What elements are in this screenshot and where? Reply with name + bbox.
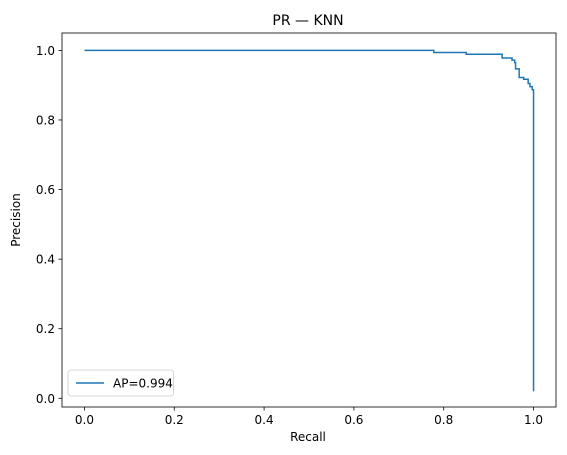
series-line-0	[84, 49, 535, 392]
x-axis-label: Recall	[290, 430, 326, 444]
chart-title: PR — KNN	[272, 13, 343, 29]
plot-area	[84, 49, 535, 392]
legend-box	[67, 369, 174, 397]
x-tick-label: 0.8	[434, 413, 453, 427]
y-tick-label: 0.4	[36, 253, 55, 267]
x-tick-label: 0.4	[255, 413, 274, 427]
axes-frame	[61, 32, 557, 408]
y-tick-label: 0.6	[36, 183, 55, 197]
axes: 0.0 0.2 0.4 0.6 0.8 1.0 0.0 0.2 0.4 0.6 0.8 1.0	[36, 32, 557, 427]
y-tick-label: 0.8	[36, 113, 55, 127]
legend-label: AP=0.994	[113, 377, 173, 391]
y-tick-label: 0.0	[36, 392, 55, 406]
y-tick-label: 1.0	[36, 44, 55, 58]
x-tick-label: 1.0	[524, 413, 543, 427]
x-tick-label: 0.2	[165, 413, 184, 427]
x-tick-label: 0.6	[344, 413, 363, 427]
y-tick-label: 0.2	[36, 322, 55, 336]
y-axis-label: Precision	[9, 193, 23, 247]
x-tick-label: 0.0	[75, 413, 94, 427]
legend: AP=0.994	[67, 369, 174, 397]
